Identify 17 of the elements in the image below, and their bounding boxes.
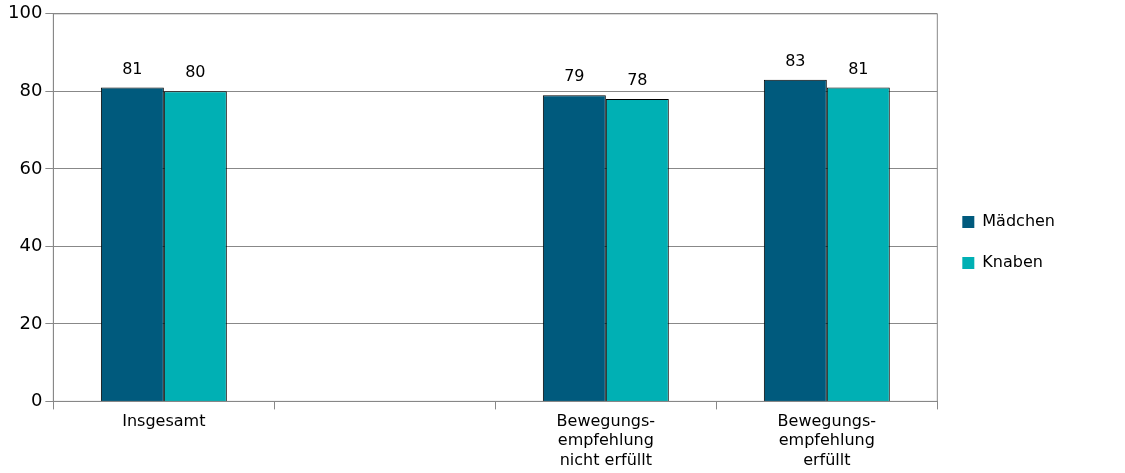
legend-label: Mädchen bbox=[982, 211, 1055, 231]
y-tick-label: 100 bbox=[8, 1, 43, 23]
data-label: 78 bbox=[627, 70, 648, 90]
x-tick-label: Bewegungs-empfehlung erfüllt bbox=[777, 411, 877, 469]
legend-label: Knaben bbox=[982, 252, 1043, 272]
data-label: 81 bbox=[848, 58, 869, 78]
y-tick-label: 60 bbox=[19, 156, 43, 178]
x-tick-label: Insgesamt bbox=[122, 411, 206, 431]
x-tick-label: Bewegungs-empfehlung nicht erfüllt bbox=[556, 411, 656, 469]
y-tick-label: 40 bbox=[19, 234, 43, 256]
y-tick-label: 0 bbox=[30, 389, 43, 411]
y-tick-label: 20 bbox=[19, 311, 43, 333]
data-label: 79 bbox=[564, 66, 585, 86]
data-label: 81 bbox=[122, 58, 143, 78]
data-label: 83 bbox=[785, 50, 806, 70]
y-tick-label: 80 bbox=[19, 78, 43, 100]
data-label: 80 bbox=[185, 62, 206, 82]
